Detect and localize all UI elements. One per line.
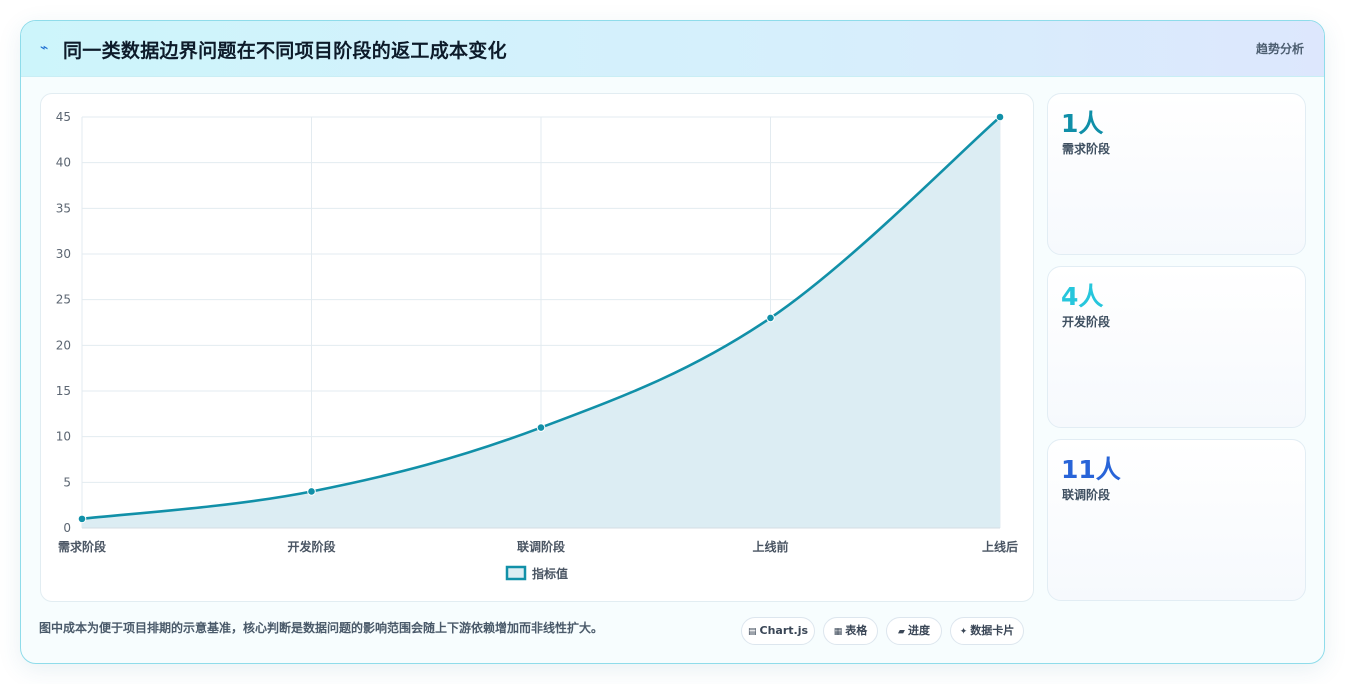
trend-card: ⌁ 同一类数据边界问题在不同项目阶段的返工成本变化 趋势分析 0 5 10 15 20 2… <box>20 20 1325 664</box>
pill-label: 表格 <box>845 624 868 637</box>
stat-label: 联调阶段 <box>1062 488 1111 502</box>
chart-icon: ▤ <box>747 627 757 637</box>
stat-value: 4人 <box>1061 282 1104 311</box>
stat-label: 开发阶段 <box>1062 315 1111 329</box>
pill-label: 进度 <box>907 624 930 637</box>
stat-card-requirements: 1人 需求阶段 <box>1047 93 1306 255</box>
card-header: ⌁ 同一类数据边界问题在不同项目阶段的返工成本变化 趋势分析 <box>21 21 1324 77</box>
legend-label: 指标值 <box>532 566 568 581</box>
data-card-icon: ✦ <box>959 627 968 637</box>
y-tick-label: 15 <box>56 384 71 398</box>
pill-label: Chart.js <box>759 624 809 637</box>
y-tick-label: 0 <box>63 521 71 535</box>
stat-value: 1人 <box>1061 109 1104 138</box>
progress-pill[interactable]: ▰ 进度 <box>886 617 942 645</box>
data-point <box>77 514 87 524</box>
y-tick-label: 25 <box>56 293 71 307</box>
y-tick-label: 5 <box>63 475 71 489</box>
data-point <box>766 313 775 323</box>
stat-card-development: 4人 开发阶段 <box>1047 266 1306 428</box>
progress-icon: ▰ <box>898 627 905 637</box>
chart-footnote: 图中成本为便于项目排期的示意基准，核心判断是数据问题的影响范围会随上下游依赖增加… <box>39 621 604 635</box>
y-tick-label: 30 <box>56 247 71 261</box>
stat-card-integration: 11人 联调阶段 <box>1047 439 1306 601</box>
pill-label: 数据卡片 <box>970 624 1015 637</box>
y-tick-label: 45 <box>56 110 71 124</box>
table-icon: ▦ <box>833 627 843 637</box>
trend-analysis-tag: 趋势分析 <box>1255 42 1304 56</box>
chartjs-pill[interactable]: ▤ Chart.js <box>741 617 815 645</box>
data-point <box>307 487 316 496</box>
data-card-pill[interactable]: ✦ 数据卡片 <box>950 617 1024 645</box>
x-tick-label: 需求阶段 <box>58 539 107 554</box>
data-point <box>995 112 1005 122</box>
series-area <box>82 117 1000 528</box>
table-pill[interactable]: ▦ 表格 <box>823 617 878 645</box>
legend-swatch <box>505 565 527 581</box>
y-tick-label: 40 <box>56 156 71 170</box>
stat-value: 11人 <box>1061 455 1121 484</box>
x-tick-label: 上线前 <box>752 539 788 554</box>
trend-line-icon: ⌁ <box>40 40 49 56</box>
stat-label: 需求阶段 <box>1062 142 1111 156</box>
y-tick-label: 20 <box>56 338 71 352</box>
series-line <box>81 116 1001 521</box>
y-tick-label: 10 <box>56 430 71 444</box>
data-point <box>536 423 546 432</box>
x-tick-label: 联调阶段 <box>517 539 566 554</box>
chart-panel: 0 5 10 15 20 25 30 35 40 45 需求阶段 开发阶段 联调阶段 上线前 上线后指标值 <box>40 93 1034 602</box>
x-tick-label: 上线后 <box>982 539 1018 554</box>
page-title: 同一类数据边界问题在不同项目阶段的返工成本变化 <box>63 40 507 62</box>
x-tick-label: 开发阶段 <box>287 539 336 554</box>
y-tick-label: 35 <box>56 201 71 215</box>
